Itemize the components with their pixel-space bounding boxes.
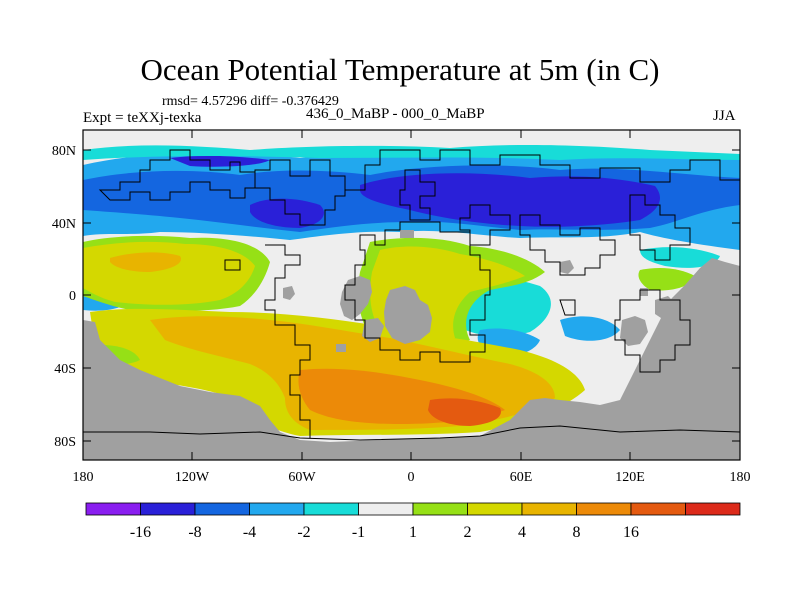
colorbar-label: -1 [352, 524, 365, 541]
colorbar-label: 4 [518, 524, 526, 541]
cool-patch-east-pacific [560, 316, 620, 341]
colorbar-label: 2 [464, 524, 472, 541]
lon-label-120w: 120W [175, 470, 210, 485]
colorbar-label: -16 [130, 524, 151, 541]
hot-core-south [428, 398, 501, 426]
land-patch-west [283, 286, 295, 300]
continent-outlines [83, 149, 740, 441]
land-central-1 [384, 286, 432, 344]
colorbar-swatch [249, 502, 305, 516]
colorbar-swatch [576, 502, 632, 516]
warm-core-west [110, 252, 181, 272]
lat-label-80n: 80N [52, 144, 76, 159]
plot-subtitle: 436_0_MaBP - 000_0_MaBP [306, 106, 485, 122]
colorbar-swatch [521, 502, 577, 516]
cold-arctic-strip [83, 144, 740, 160]
experiment-label: Expt = teXXj-texka [83, 110, 202, 126]
lat-label-80s: 80S [54, 435, 76, 450]
lat-label-0: 0 [69, 289, 76, 304]
land-patch-arctic [560, 260, 574, 274]
season-label: JJA [713, 108, 736, 124]
lon-label-120e: 120E [615, 470, 645, 485]
colorbar-label: -2 [297, 524, 310, 541]
lon-label-0: 0 [408, 470, 415, 485]
colorbar-swatch [467, 502, 523, 516]
colorbar-swatch [412, 502, 468, 516]
colorbar-swatch [194, 502, 250, 516]
colorbar-label: 16 [623, 524, 639, 541]
land-central-3 [362, 318, 384, 342]
land-east-1 [620, 316, 648, 346]
warm-region-west-yellow [83, 241, 255, 305]
colorbar-labels: -16 -8 -4 -2 -1 1 2 4 8 16 [130, 524, 639, 541]
colorbar [85, 502, 741, 516]
colorbar-label: 8 [573, 524, 581, 541]
cold-patch-pacific [170, 155, 270, 167]
colorbar-swatch [358, 502, 414, 516]
land-patch-small-2 [336, 344, 346, 352]
colorbar-swatch [630, 502, 686, 516]
land-patch-small-3 [400, 230, 414, 238]
land-south-polar [83, 258, 740, 460]
warm-core-east [638, 268, 695, 291]
lon-label-180e: 180 [730, 470, 751, 485]
lon-label-60e: 60E [510, 470, 533, 485]
colorbar-swatch [303, 502, 359, 516]
colorbar-label: -4 [243, 524, 256, 541]
land-patch-small-1 [640, 288, 648, 296]
colorbar-label: 1 [409, 524, 417, 541]
lon-label-180w: 180 [73, 470, 94, 485]
rmsd-diff-stats: rmsd= 4.57296 diff= -0.376429 [162, 94, 339, 109]
colorbar-swatch [85, 502, 141, 516]
colorbar-swatch [140, 502, 196, 516]
colorbar-swatch [685, 502, 741, 516]
axis-ticks [83, 130, 740, 460]
plot-title: Ocean Potential Temperature at 5m (in C) [140, 52, 660, 87]
lat-label-40s: 40S [54, 362, 76, 377]
map-field [83, 130, 740, 460]
cold-core-pacific-north [250, 198, 324, 228]
lon-label-60w: 60W [288, 470, 316, 485]
land-east-2 [655, 296, 676, 320]
land-central-2 [340, 276, 372, 320]
lat-label-40n: 40N [52, 217, 76, 232]
cool-patch-far-east [640, 247, 720, 268]
colorbar-label: -8 [188, 524, 201, 541]
